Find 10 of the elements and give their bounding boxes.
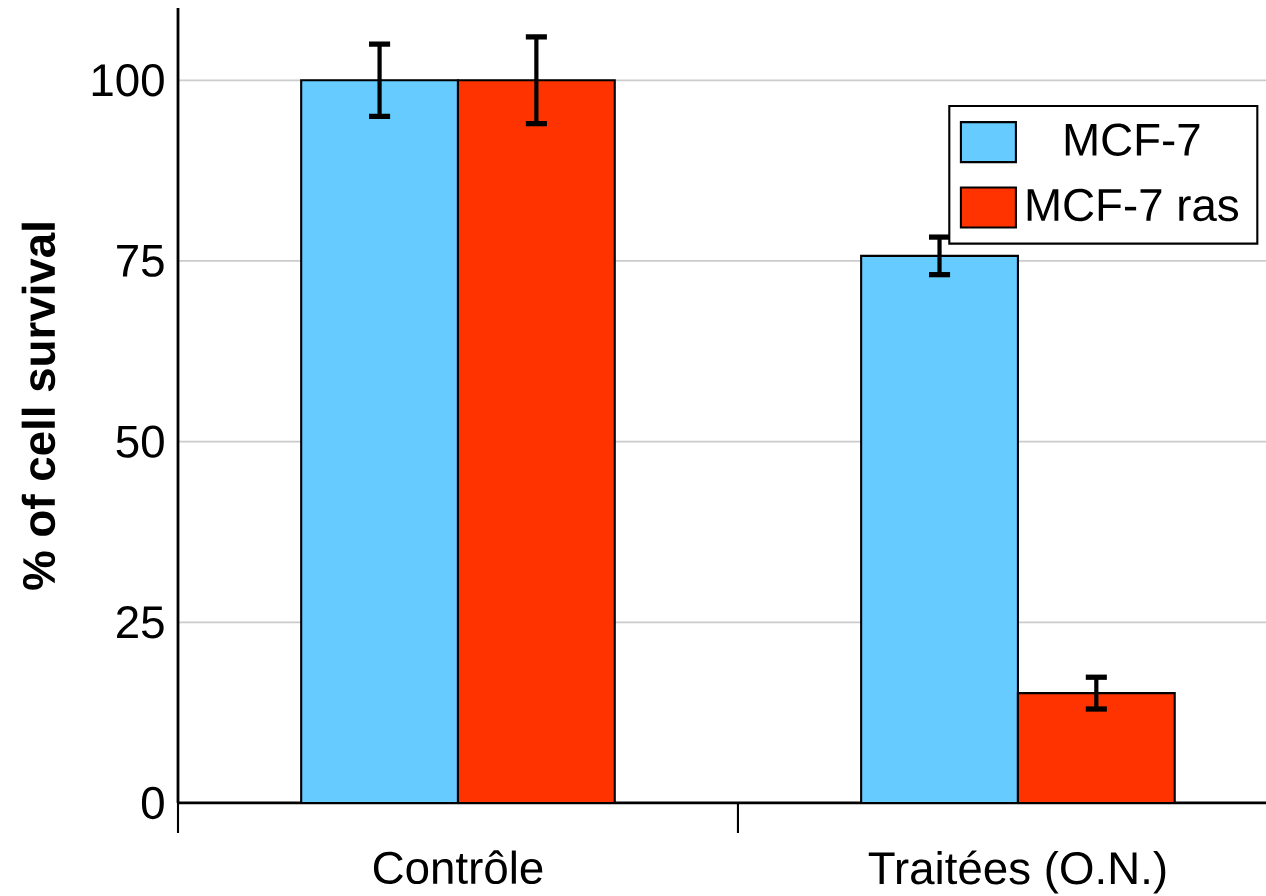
legend-label: MCF-7	[1065, 123, 1200, 156]
y-tick-label: 50	[116, 425, 164, 458]
y-tick-label: 100	[92, 64, 164, 97]
y-tick-label: 75	[117, 245, 164, 277]
legend-label: MCF-7 ras	[1027, 188, 1239, 222]
y-tick-label: 25	[117, 606, 164, 639]
x-tick-label: Traitées (O.N.)	[868, 850, 1166, 894]
x-tick-label: Contrôle	[373, 850, 543, 885]
y-axis-title: % of cell survival	[21, 223, 56, 590]
y-tick-label: 0	[141, 786, 164, 820]
